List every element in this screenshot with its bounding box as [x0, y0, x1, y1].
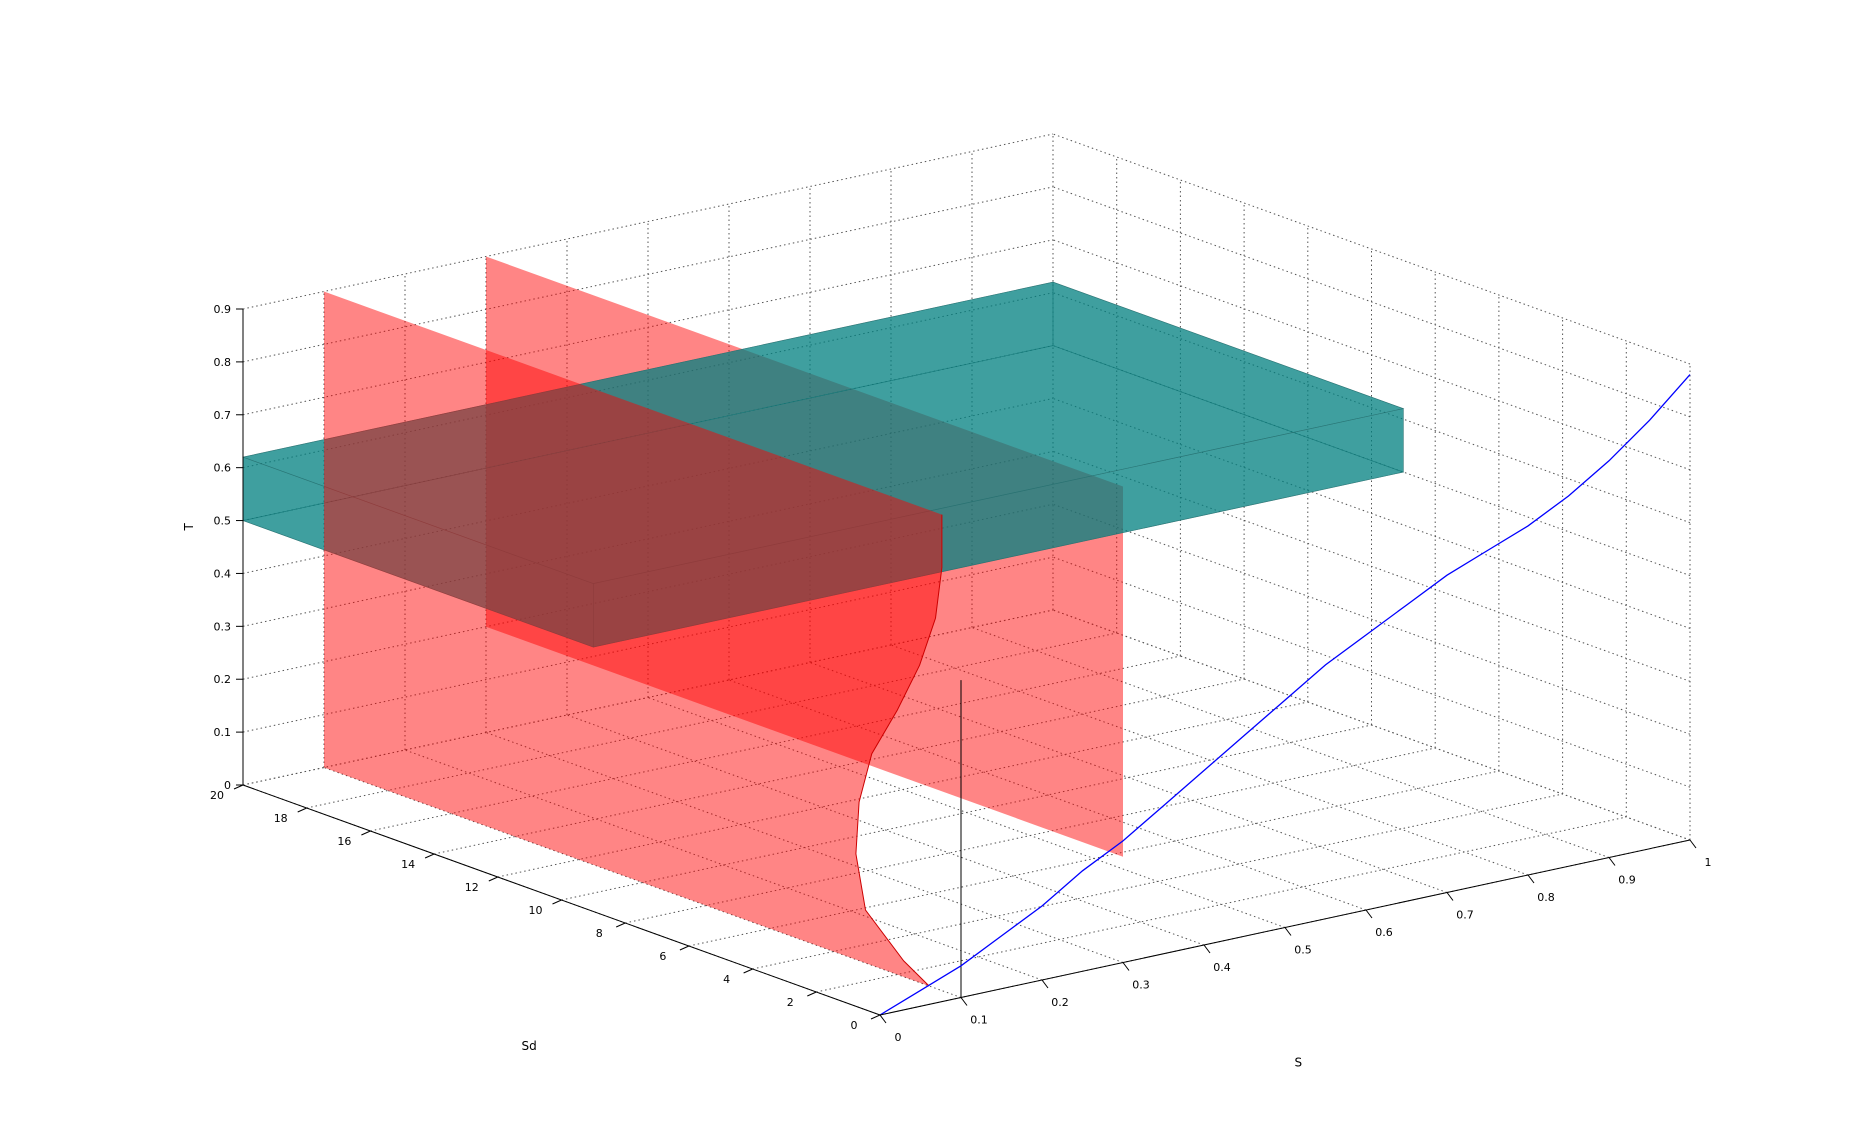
x-tick-mark: [1122, 962, 1130, 971]
back-wall-grid-line: [242, 133, 1054, 310]
z-tick-label: 0.4: [214, 567, 232, 580]
tick-labels: 00.10.20.30.40.50.60.70.80.9102468101214…: [210, 303, 1712, 1044]
y-tick-mark: [615, 922, 626, 928]
y-tick-mark: [870, 1014, 881, 1020]
y-tick-mark: [424, 853, 435, 859]
y-tick-label: 20: [210, 789, 224, 802]
y-tick-mark: [743, 968, 753, 974]
back-wall-grid-line: [242, 186, 1054, 363]
y-tick-mark: [297, 807, 307, 813]
x-tick-mark: [1527, 874, 1535, 884]
floor-grid-line: [306, 632, 1117, 809]
floor-grid-line: [752, 793, 1563, 970]
z-tick-label: 0.8: [214, 356, 232, 369]
x-tick-mark: [960, 997, 968, 1006]
x-tick-mark: [1284, 927, 1292, 936]
z-tick-label: 0.2: [214, 673, 232, 686]
side-wall-grid-line: [1052, 503, 1691, 735]
x-tick-mark: [1689, 839, 1697, 849]
z-axis-label: T: [182, 523, 196, 532]
x-tick-label: 0: [895, 1031, 902, 1044]
floor-grid-line: [433, 678, 1245, 855]
y-tick-mark: [488, 876, 499, 882]
y-tick-label: 12: [465, 881, 479, 894]
x-tick-label: 0.1: [970, 1014, 988, 1027]
x-tick-label: 1: [1705, 856, 1712, 869]
y-tick-mark: [679, 945, 690, 951]
side-wall-grid-line: [1052, 556, 1691, 788]
back-wall-grid-line: [242, 609, 1054, 786]
y-tick-label: 6: [659, 950, 666, 963]
y-axis-label: Sd: [522, 1039, 537, 1053]
x-tick-label: 0.6: [1375, 926, 1393, 939]
surfaces: [241, 256, 1691, 1016]
floor-grid-line: [497, 701, 1308, 878]
y-tick-label: 4: [723, 973, 730, 986]
floor-grid-line: [370, 655, 1181, 832]
z-tick-label: 0.5: [214, 515, 232, 528]
z-tick-label: 0.7: [214, 409, 232, 422]
back-wall-grid-line: [242, 556, 1054, 733]
red-surface-edge: [855, 514, 943, 987]
y-tick-label: 2: [787, 996, 794, 1009]
y-tick-label: 14: [401, 858, 415, 871]
y-tick-label: 0: [851, 1019, 858, 1032]
y-tick-mark: [552, 899, 562, 905]
teal-box-face: [241, 281, 1405, 584]
y-tick-mark: [233, 784, 244, 790]
red-surface-front: [324, 291, 942, 986]
x-tick-mark: [1608, 857, 1616, 866]
floor-grid-line: [561, 724, 1372, 901]
z-tick-label: 0.1: [214, 726, 232, 739]
x-tick-mark: [1446, 892, 1454, 901]
floor-grid-line: [625, 747, 1436, 924]
x-tick-mark: [1203, 944, 1211, 954]
floor-grid-line: [816, 816, 1627, 993]
x-tick-label: 0.8: [1537, 891, 1555, 904]
x-tick-mark: [1041, 979, 1049, 989]
side-wall-grid-line: [1052, 450, 1691, 682]
x-tick-label: 0.4: [1213, 961, 1231, 974]
x-tick-label: 0.2: [1051, 996, 1069, 1009]
floor-grid-line: [728, 679, 1367, 911]
back-wall-grid-line: [242, 239, 1054, 416]
z-tick-label: 0: [224, 779, 231, 792]
y-tick-label: 18: [274, 812, 288, 825]
x-tick-mark: [1365, 909, 1373, 919]
blue-curve: [879, 374, 1691, 1016]
y-tick-mark: [361, 830, 371, 836]
z-tick-label: 0.9: [214, 303, 232, 316]
floor-grid-line: [688, 770, 1500, 947]
side-wall-grid-line: [1052, 609, 1691, 841]
y-tick-label: 10: [529, 904, 543, 917]
z-tick-label: 0.6: [214, 462, 232, 475]
x-axis-label: S: [1295, 1055, 1303, 1069]
x-tick-label: 0.7: [1456, 909, 1474, 922]
x-tick-label: 0.3: [1132, 979, 1150, 992]
side-wall-grid-line: [1052, 133, 1691, 365]
x-tick-label: 0.5: [1294, 944, 1312, 957]
floor-grid-line: [809, 662, 1448, 893]
side-wall-grid-line: [1052, 186, 1691, 418]
floor-grid-line: [566, 714, 1205, 946]
floor-grid-line: [971, 627, 1610, 858]
y-tick-label: 8: [596, 927, 603, 940]
x-tick-label: 0.9: [1618, 874, 1636, 887]
z-tick-label: 0.3: [214, 620, 232, 633]
floor-grid-line: [404, 749, 1043, 981]
y-tick-label: 16: [337, 835, 351, 848]
floor-grid-line: [323, 767, 962, 998]
x-tick-mark: [879, 1014, 887, 1024]
axes: [233, 308, 1697, 1024]
side-wall-grid-line: [1052, 239, 1691, 471]
y-tick-mark: [807, 991, 817, 997]
side-wall-grid-line: [1052, 397, 1691, 629]
